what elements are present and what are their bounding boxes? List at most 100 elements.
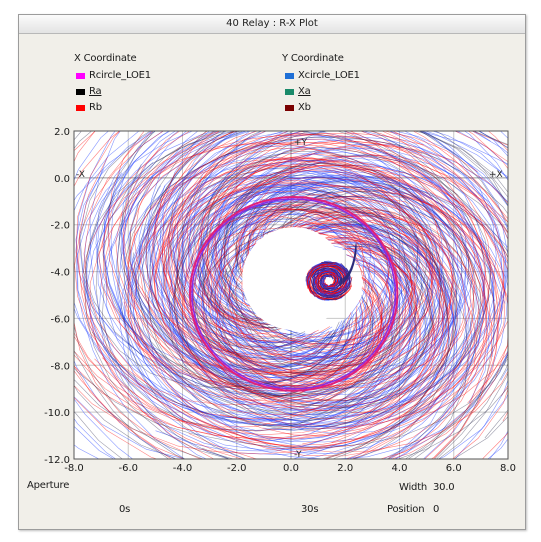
y-axis-ticks: 2.0 0.0 -2.0 -4.0 -6.0 -8.0 -10.0 -12.0: [44, 127, 70, 466]
trajectory-trace: [101, 190, 428, 432]
trajectory-trace: [98, 143, 508, 386]
trajectory-trace: [102, 131, 508, 389]
trajectory-trace: [183, 196, 441, 389]
legend-item-xa[interactable]: Xa: [285, 85, 311, 98]
x-tick-label: 8.0: [500, 463, 516, 474]
rx-plot-window: 40 Relay : R-X Plot X Coordinate Y Coord…: [18, 14, 526, 530]
x-tick-label: 0.0: [283, 463, 299, 474]
trajectory-trace: [137, 131, 398, 426]
trajectory-trace: [122, 131, 508, 459]
trajectory-trace: [74, 138, 505, 459]
trajectory-trace: [173, 131, 508, 459]
aperture-end-time: 30s: [301, 504, 319, 515]
y-tick-label: -4.0: [50, 268, 70, 279]
impedance-circle-outer: [188, 195, 399, 392]
y-tick-label: -10.0: [44, 408, 70, 419]
y-tick-label: -8.0: [50, 361, 70, 372]
trajectory-trace: [172, 191, 477, 457]
spiral-trace: [306, 262, 348, 296]
trajectory-trace: [82, 131, 508, 405]
legend-label: Xcircle_LOE1: [298, 70, 360, 81]
x-tick-label: 6.0: [446, 463, 462, 474]
legend-label: Rb: [89, 102, 102, 113]
trajectory-trace: [142, 131, 431, 422]
legend-swatch: [76, 104, 85, 111]
spiral-blank-region: [242, 227, 346, 331]
legend-item-ra[interactable]: Ra: [76, 85, 102, 98]
trajectory-trace: [176, 177, 501, 342]
trajectory-trace: [79, 131, 508, 396]
position-value[interactable]: 0: [433, 504, 440, 515]
trajectory-trace: [123, 163, 455, 448]
trajectory-trace: [164, 223, 413, 360]
legend-swatch: [76, 88, 85, 95]
x-tick-label: -4.0: [173, 463, 193, 474]
trajectory-trace: [204, 179, 450, 424]
trajectory-trace: [128, 141, 445, 383]
spiral-trace: [309, 265, 353, 300]
legend-label: Ra: [89, 86, 102, 97]
trajectory-trace: [147, 155, 508, 445]
spiral-tail: [339, 243, 357, 281]
trajectory-trace: [192, 156, 487, 443]
spiral-trace: [306, 263, 348, 295]
legend-item-xcircle[interactable]: Xcircle_LOE1: [285, 69, 360, 82]
trajectory-trace: [75, 131, 449, 450]
trajectory-trace: [155, 165, 506, 456]
trajectory-trace: [83, 131, 457, 459]
trajectory-trace: [149, 145, 491, 389]
width-label: Width: [399, 482, 428, 493]
trajectory-trace: [74, 144, 508, 455]
trajectory-trace: [216, 160, 441, 387]
trajectory-trace: [117, 150, 450, 459]
trajectory-trace: [133, 193, 427, 431]
trajectory-trace: [129, 176, 432, 407]
legend-swatch: [285, 72, 294, 79]
trajectory-trace: [168, 155, 503, 384]
trajectory-trace: [151, 131, 508, 409]
trajectory-trace: [74, 164, 474, 459]
trajectory-trace: [148, 202, 408, 412]
trajectory-trace: [154, 164, 505, 421]
trajectory-trace: [94, 197, 479, 446]
trajectory-trace: [206, 164, 453, 424]
trajectory-trace: [199, 182, 484, 424]
y-tick-label: -12.0: [44, 455, 70, 466]
trajectory-trace: [201, 156, 449, 370]
legend-item-xb[interactable]: Xb: [285, 101, 311, 114]
spiral-trace: [308, 264, 346, 301]
trajectory-trace: [145, 141, 508, 379]
trajectory-trace: [91, 196, 482, 428]
trajectory-trace: [85, 131, 508, 388]
legend-swatch: [285, 88, 294, 95]
rx-plot-canvas[interactable]: 2.0 0.0 -2.0 -4.0 -6.0 -8.0 -10.0 -12.0 -8.0 -6.…: [19, 15, 525, 529]
trajectory-trace: [74, 147, 480, 459]
x-tick-label: -6.0: [118, 463, 138, 474]
trajectory-trace: [178, 165, 498, 459]
spiral-trace: [308, 265, 346, 300]
legend-item-rcircle[interactable]: Rcircle_LOE1: [76, 69, 151, 82]
legend-item-rb[interactable]: Rb: [76, 101, 102, 114]
trajectory-trace: [89, 131, 458, 459]
legend-swatch: [285, 104, 294, 111]
trajectory-trace: [155, 131, 493, 459]
trajectory-trace: [168, 131, 495, 459]
position-label: Position: [387, 504, 425, 515]
spiral-trace: [311, 263, 351, 299]
trajectory-trace: [149, 166, 429, 373]
window-title: 40 Relay : R-X Plot: [19, 15, 525, 34]
trajectory-trace: [102, 131, 508, 459]
width-value[interactable]: 30.0: [433, 482, 455, 493]
trajectory-trace: [181, 131, 357, 398]
trajectory-trace: [174, 181, 487, 345]
trajectory-trace: [74, 131, 508, 448]
trajectory-trace: [104, 134, 457, 392]
x-tick-label: 4.0: [392, 463, 408, 474]
trajectory-trace: [105, 131, 463, 425]
trajectory-trace: [74, 131, 498, 440]
neg-x-marker: -X: [76, 170, 85, 180]
trajectory-trace: [168, 185, 419, 398]
y-tick-label: -2.0: [50, 221, 70, 232]
y-tick-label: -6.0: [50, 314, 70, 325]
trajectory-trace: [191, 131, 508, 459]
